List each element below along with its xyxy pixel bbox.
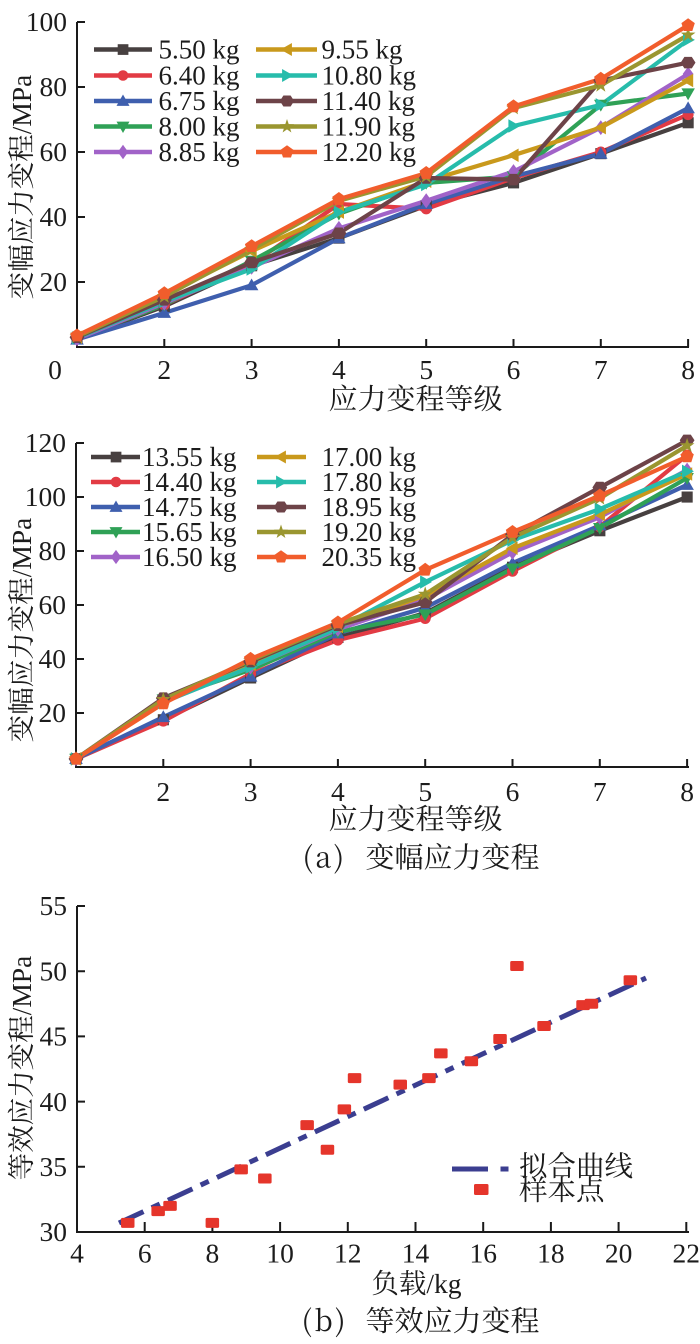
svg-text:2: 2 [157, 354, 171, 385]
svg-text:14: 14 [402, 1238, 430, 1269]
svg-text:11.90 kg: 11.90 kg [322, 112, 416, 142]
svg-text:5: 5 [418, 776, 432, 807]
svg-text:4: 4 [331, 776, 345, 807]
svg-text:4: 4 [332, 354, 346, 385]
svg-text:12: 12 [334, 1238, 362, 1269]
svg-text:6.75 kg: 6.75 kg [159, 86, 240, 116]
svg-text:20: 20 [39, 697, 67, 728]
svg-text:16: 16 [469, 1238, 497, 1269]
svg-text:15.65 kg: 15.65 kg [142, 517, 237, 547]
svg-text:8: 8 [206, 1238, 220, 1269]
svg-text:14.75 kg: 14.75 kg [142, 492, 237, 522]
svg-text:14.40 kg: 14.40 kg [142, 467, 237, 497]
svg-text:80: 80 [39, 535, 67, 566]
svg-text:10.80 kg: 10.80 kg [322, 61, 417, 91]
svg-text:10: 10 [266, 1238, 294, 1269]
svg-text:8.85 kg: 8.85 kg [159, 137, 240, 167]
svg-text:3: 3 [244, 776, 258, 807]
svg-text:100: 100 [25, 481, 66, 512]
svg-text:19.20 kg: 19.20 kg [322, 517, 417, 547]
svg-text:20: 20 [40, 266, 68, 297]
svg-text:18.95 kg: 18.95 kg [322, 492, 417, 522]
svg-text:7: 7 [594, 354, 608, 385]
svg-text:5: 5 [419, 354, 433, 385]
svg-text:60: 60 [40, 136, 68, 167]
svg-text:20.35 kg: 20.35 kg [322, 542, 417, 572]
svg-text:40: 40 [39, 643, 67, 674]
svg-text:100: 100 [26, 6, 67, 37]
svg-text:5.50 kg: 5.50 kg [159, 35, 240, 65]
svg-text:45: 45 [40, 1021, 68, 1052]
svg-text:9.55 kg: 9.55 kg [322, 35, 403, 65]
svg-text:35: 35 [40, 1151, 68, 1182]
svg-text:60: 60 [39, 589, 67, 620]
svg-text:4: 4 [70, 1238, 84, 1269]
svg-text:120: 120 [25, 427, 66, 458]
svg-text:7: 7 [593, 776, 607, 807]
svg-text:6.40 kg: 6.40 kg [159, 61, 240, 91]
svg-text:6: 6 [506, 776, 520, 807]
svg-text:17.80 kg: 17.80 kg [322, 467, 417, 497]
svg-text:80: 80 [40, 71, 68, 102]
svg-text:17.00 kg: 17.00 kg [322, 442, 417, 472]
svg-text:0: 0 [48, 354, 62, 385]
svg-text:6: 6 [507, 354, 521, 385]
svg-text:40: 40 [40, 201, 68, 232]
svg-text:30: 30 [40, 1216, 68, 1247]
svg-text:50: 50 [40, 955, 68, 986]
svg-text:2: 2 [156, 776, 170, 807]
svg-text:3: 3 [245, 354, 259, 385]
svg-text:8: 8 [680, 776, 694, 807]
svg-text:20: 20 [605, 1238, 633, 1269]
svg-text:8: 8 [681, 354, 695, 385]
svg-text:11.40 kg: 11.40 kg [322, 86, 416, 116]
svg-text:40: 40 [40, 1086, 68, 1117]
svg-text:55: 55 [40, 890, 68, 921]
svg-text:8.00 kg: 8.00 kg [159, 112, 240, 142]
svg-text:18: 18 [537, 1238, 565, 1269]
svg-text:6: 6 [138, 1238, 152, 1269]
svg-text:13.55 kg: 13.55 kg [142, 442, 237, 472]
svg-text:16.50 kg: 16.50 kg [142, 542, 237, 572]
svg-text:12.20 kg: 12.20 kg [322, 137, 417, 167]
svg-text:22: 22 [673, 1238, 700, 1269]
